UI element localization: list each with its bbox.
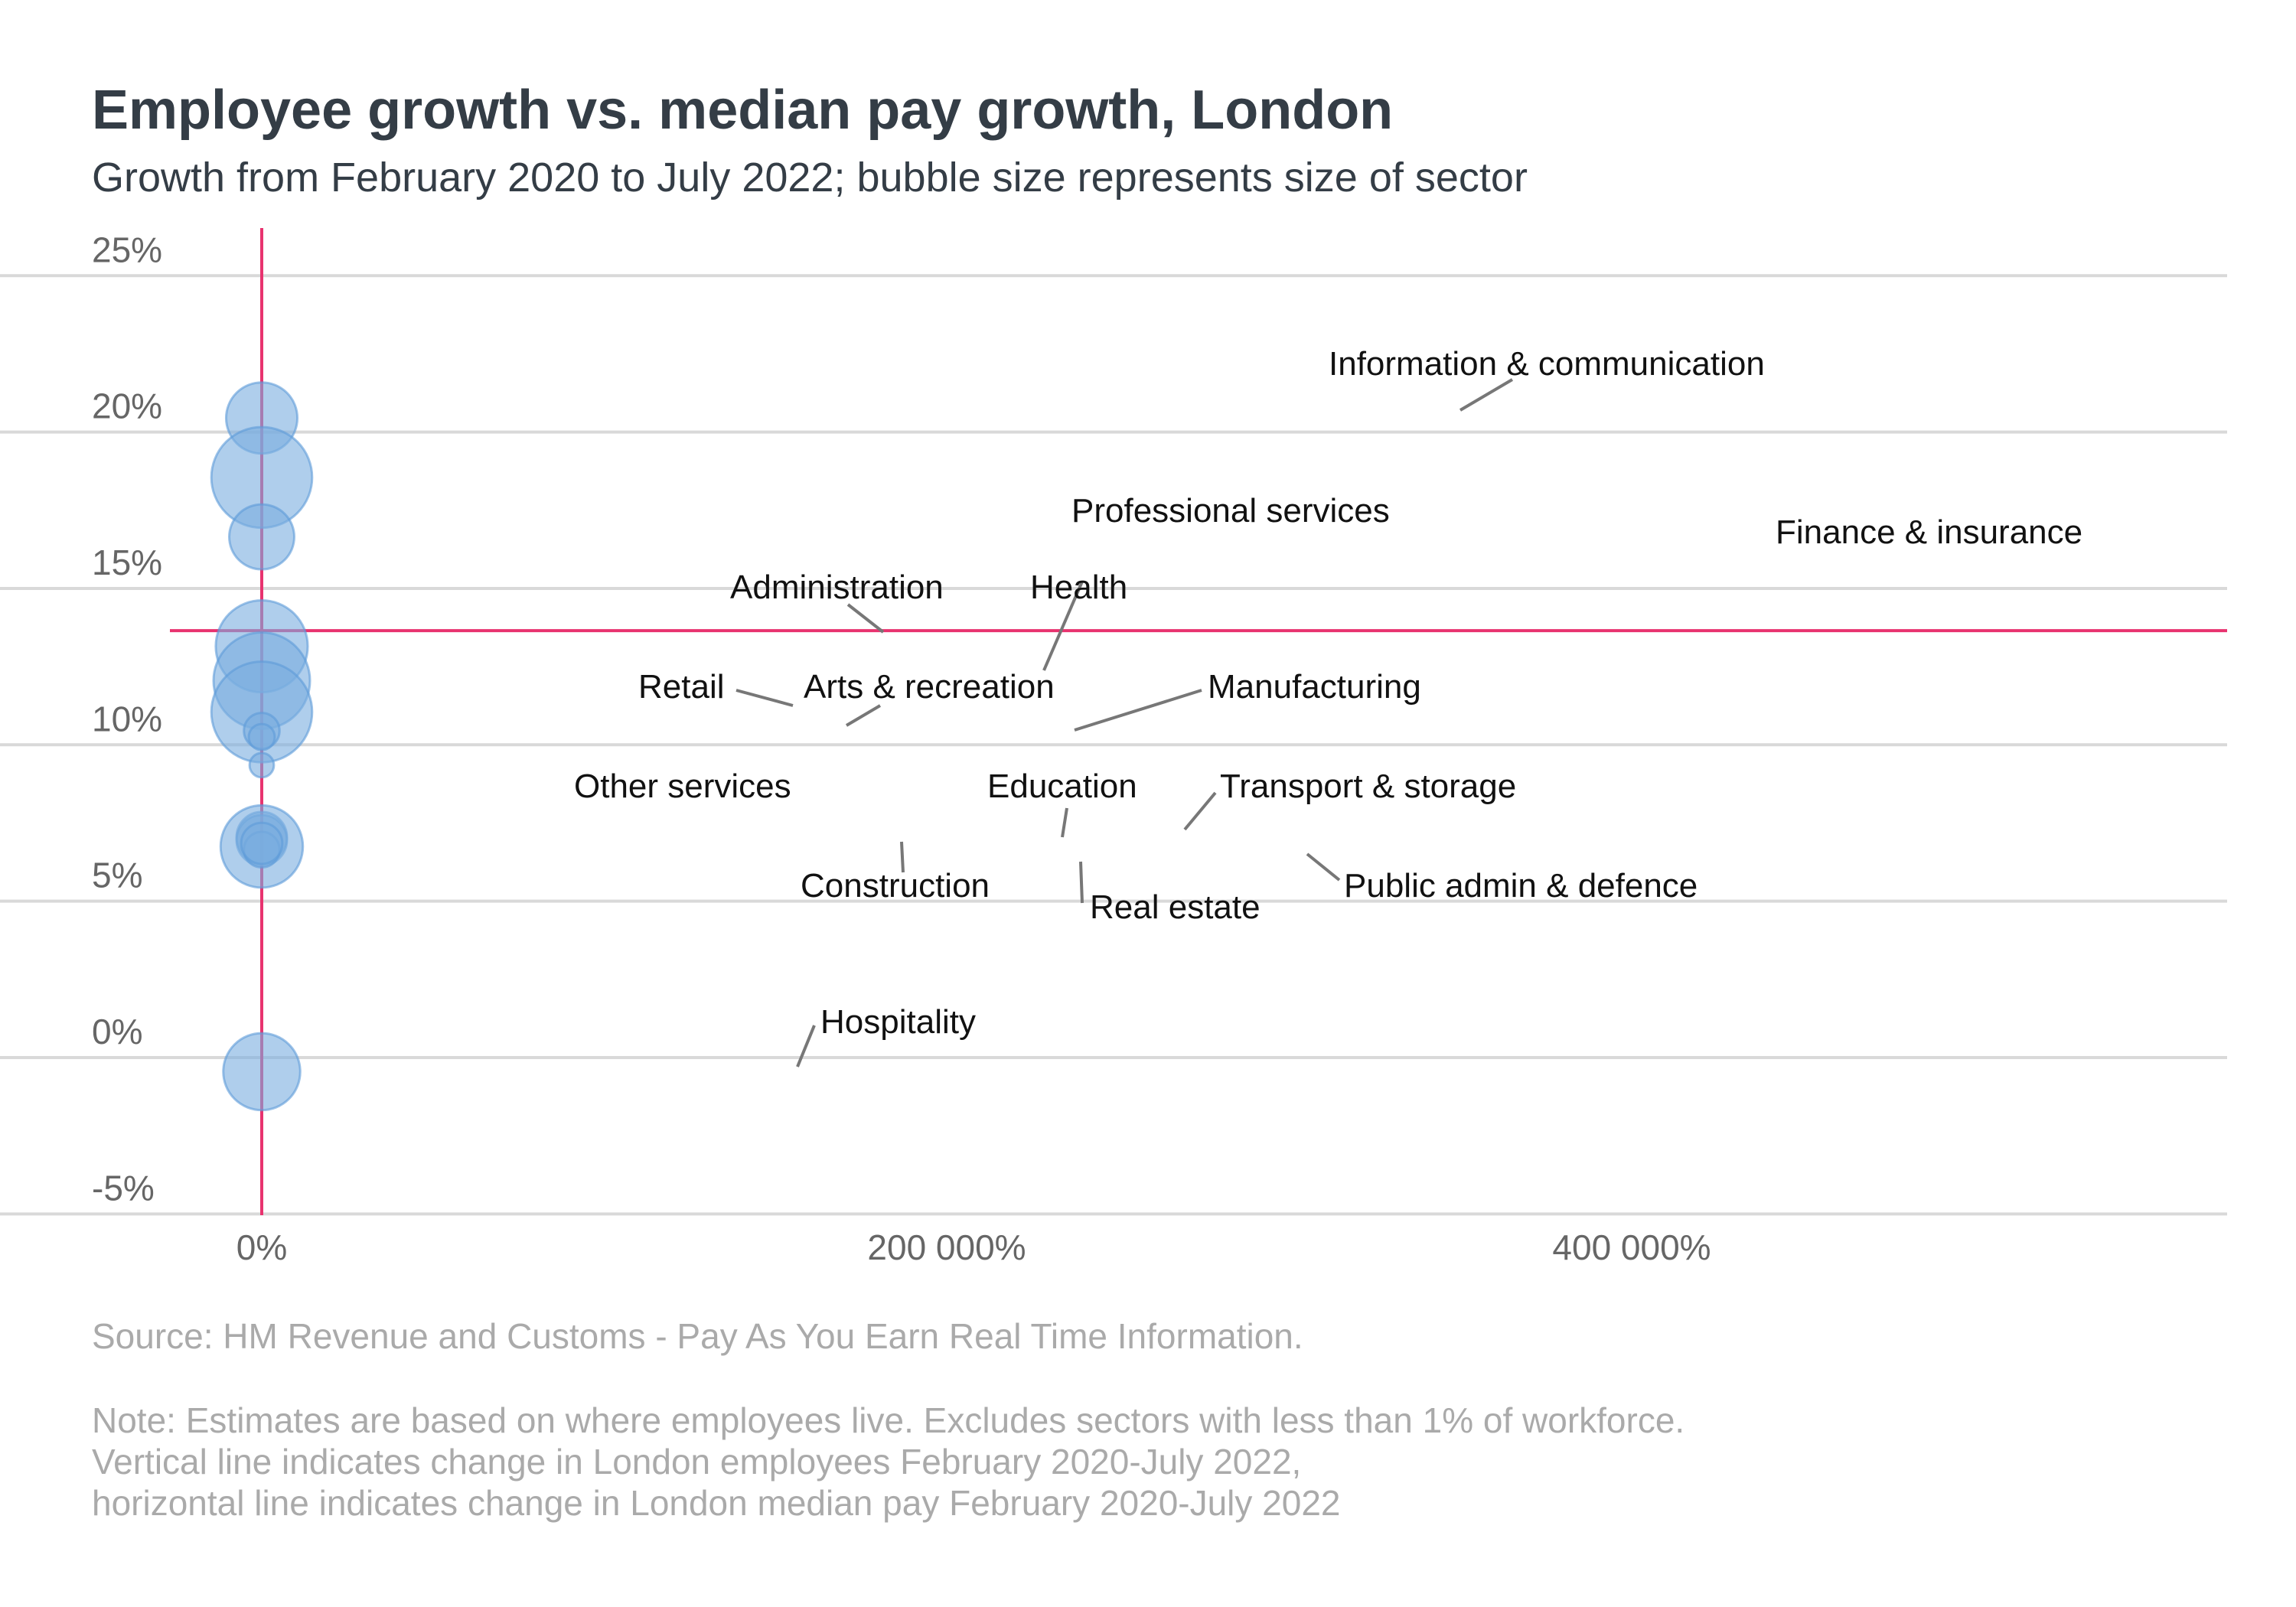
bubble-point xyxy=(248,751,276,779)
bubble-point xyxy=(222,1032,302,1112)
y-tick-label: 0% xyxy=(92,1012,142,1051)
x-tick-label: 200 000% xyxy=(867,1227,1026,1267)
leader-line xyxy=(735,689,794,707)
chart-title: Employee growth vs. median pay growth, L… xyxy=(92,80,1393,141)
point-label: Public admin & defence xyxy=(1344,867,1698,905)
note-line-3: horizontal line indicates change in Lond… xyxy=(92,1483,1341,1523)
point-label: Finance & insurance xyxy=(1776,513,2082,551)
point-labels: Information & communication Professional … xyxy=(574,345,2082,1041)
y-tick-label: 25% xyxy=(92,230,162,269)
source-note: Source: HM Revenue and Customs - Pay As … xyxy=(92,1316,1303,1356)
point-label: Manufacturing xyxy=(1208,668,1421,706)
point-label: Education xyxy=(987,768,1137,805)
point-label: Arts & recreation xyxy=(804,668,1055,706)
leader-line xyxy=(1183,791,1217,831)
chart-subtitle: Growth from February 2020 to July 2022; … xyxy=(92,155,1528,200)
bubble-point xyxy=(240,821,284,865)
leader-line xyxy=(796,1025,816,1068)
y-tick-label: -5% xyxy=(92,1168,155,1208)
y-tick-label: 20% xyxy=(92,386,162,426)
note-line-1: Note: Estimates are based on where emplo… xyxy=(92,1400,1684,1440)
y-tick-label: 5% xyxy=(92,856,142,895)
leader-line xyxy=(1061,807,1068,838)
leader-line xyxy=(900,841,905,873)
axis-ticks: -5% 0% 5% 10% 15% 20% 25% 0% 200 000% 400 000% xyxy=(92,230,1711,1267)
y-tick-label: 15% xyxy=(92,543,162,582)
reference-lines xyxy=(170,228,2227,1215)
leader-line xyxy=(1074,689,1202,732)
y-tick-label: 10% xyxy=(92,699,162,738)
bubble-point xyxy=(228,503,295,571)
label-leader-lines xyxy=(735,378,1514,1068)
point-label: Real estate xyxy=(1090,888,1261,926)
point-label: Professional services xyxy=(1071,492,1390,530)
x-tick-label: 0% xyxy=(236,1227,287,1267)
leader-line xyxy=(1306,852,1341,882)
point-label: Information & communication xyxy=(1329,345,1765,383)
note-line-2: Vertical line indicates change in London… xyxy=(92,1442,1301,1482)
point-label: Transport & storage xyxy=(1220,768,1516,805)
gridlines xyxy=(0,274,2227,1216)
leader-line xyxy=(846,603,885,634)
point-label: Administration xyxy=(730,569,944,606)
bubbles xyxy=(210,381,314,1112)
x-tick-label: 400 000% xyxy=(1552,1227,1711,1267)
point-label: Health xyxy=(1030,569,1127,606)
point-label: Hospitality xyxy=(820,1003,976,1041)
leader-line xyxy=(845,704,882,727)
point-label: Retail xyxy=(638,668,725,706)
leader-line xyxy=(1042,581,1084,671)
leader-line xyxy=(1459,378,1514,412)
leader-line xyxy=(1079,861,1084,904)
bubble-point xyxy=(247,722,276,751)
point-label: Other services xyxy=(574,768,791,805)
point-label: Construction xyxy=(801,867,990,905)
